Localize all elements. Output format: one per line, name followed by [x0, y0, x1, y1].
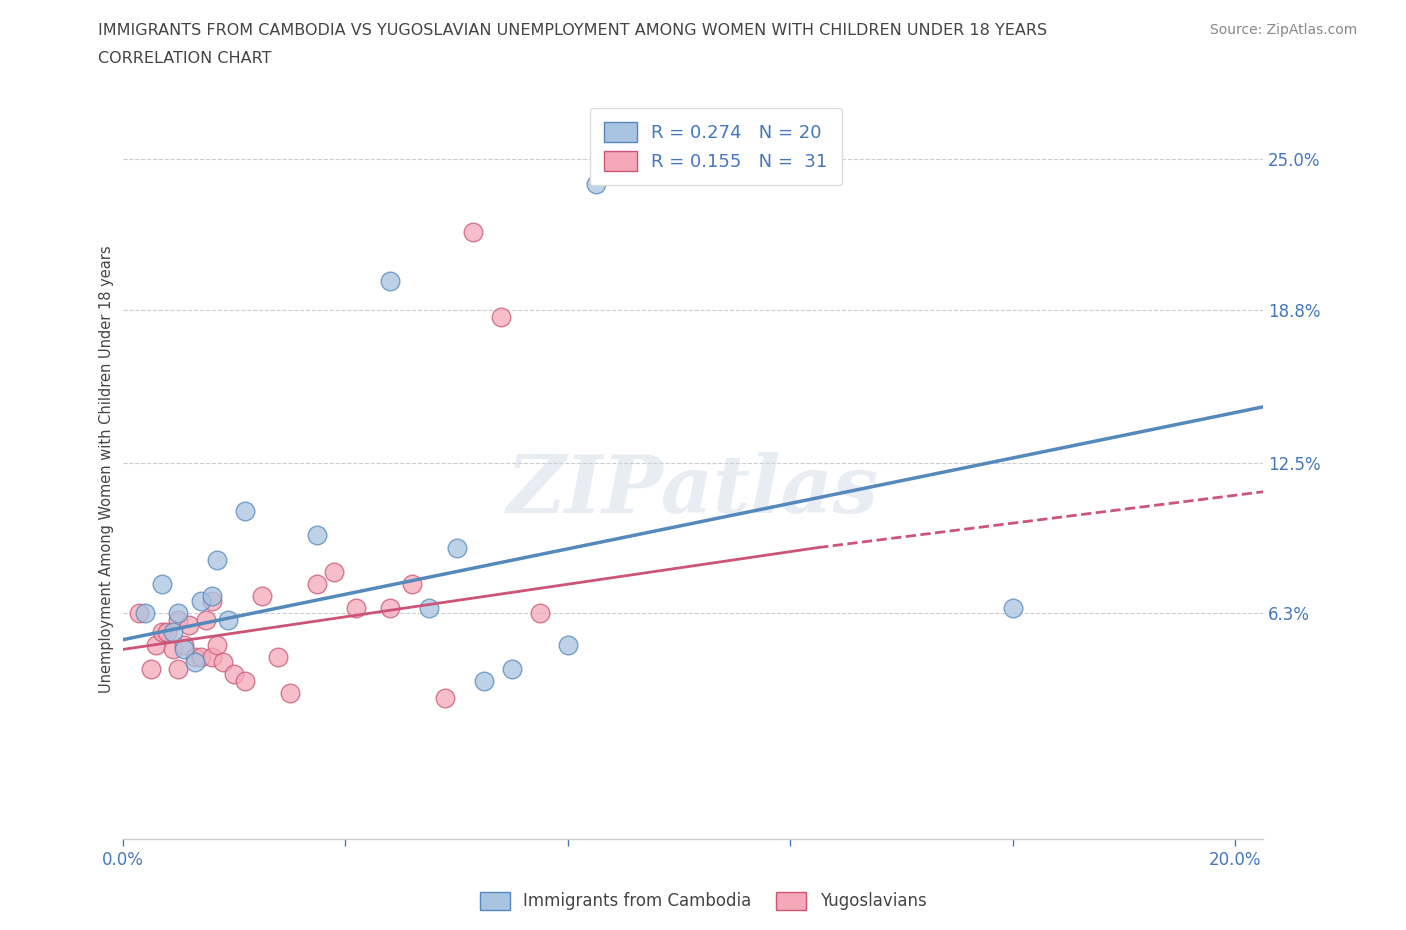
Point	[434, 691, 457, 706]
Point	[190, 649, 212, 664]
Point	[211, 654, 233, 669]
Point	[344, 601, 367, 616]
Point	[233, 673, 256, 688]
Point	[173, 642, 195, 657]
Y-axis label: Unemployment Among Women with Children Under 18 years: Unemployment Among Women with Children U…	[100, 245, 114, 693]
Point	[207, 637, 229, 652]
Point	[139, 661, 162, 676]
Point	[401, 577, 423, 591]
Point	[167, 605, 190, 620]
Point	[323, 565, 346, 579]
Point	[162, 642, 184, 657]
Point	[201, 593, 224, 608]
Legend: R = 0.274   N = 20, R = 0.155   N =  31: R = 0.274 N = 20, R = 0.155 N = 31	[589, 108, 842, 185]
Point	[207, 552, 229, 567]
Point	[307, 528, 329, 543]
Point	[156, 625, 179, 640]
Point	[150, 577, 173, 591]
Point	[222, 666, 245, 681]
Point	[179, 618, 201, 632]
Point	[418, 601, 440, 616]
Point	[201, 649, 224, 664]
Point	[378, 273, 401, 288]
Point	[472, 673, 495, 688]
Point	[446, 540, 468, 555]
Point	[145, 637, 167, 652]
Point	[167, 661, 190, 676]
Point	[501, 661, 523, 676]
Point	[585, 176, 607, 191]
Point	[250, 589, 273, 604]
Point	[162, 625, 184, 640]
Point	[128, 605, 150, 620]
Point	[201, 589, 224, 604]
Point	[1001, 601, 1024, 616]
Point	[217, 613, 239, 628]
Point	[184, 649, 207, 664]
Point	[278, 685, 301, 700]
Legend: Immigrants from Cambodia, Yugoslavians: Immigrants from Cambodia, Yugoslavians	[472, 885, 934, 917]
Point	[190, 593, 212, 608]
Point	[307, 577, 329, 591]
Point	[173, 637, 195, 652]
Point	[489, 310, 512, 325]
Point	[150, 625, 173, 640]
Point	[195, 613, 218, 628]
Point	[167, 613, 190, 628]
Point	[378, 601, 401, 616]
Text: Source: ZipAtlas.com: Source: ZipAtlas.com	[1209, 23, 1357, 37]
Text: IMMIGRANTS FROM CAMBODIA VS YUGOSLAVIAN UNEMPLOYMENT AMONG WOMEN WITH CHILDREN U: IMMIGRANTS FROM CAMBODIA VS YUGOSLAVIAN …	[98, 23, 1047, 38]
Point	[557, 637, 579, 652]
Point	[134, 605, 156, 620]
Point	[463, 225, 485, 240]
Text: CORRELATION CHART: CORRELATION CHART	[98, 51, 271, 66]
Text: ZIPatlas: ZIPatlas	[508, 452, 879, 530]
Point	[184, 654, 207, 669]
Point	[233, 504, 256, 519]
Point	[529, 605, 551, 620]
Point	[267, 649, 290, 664]
